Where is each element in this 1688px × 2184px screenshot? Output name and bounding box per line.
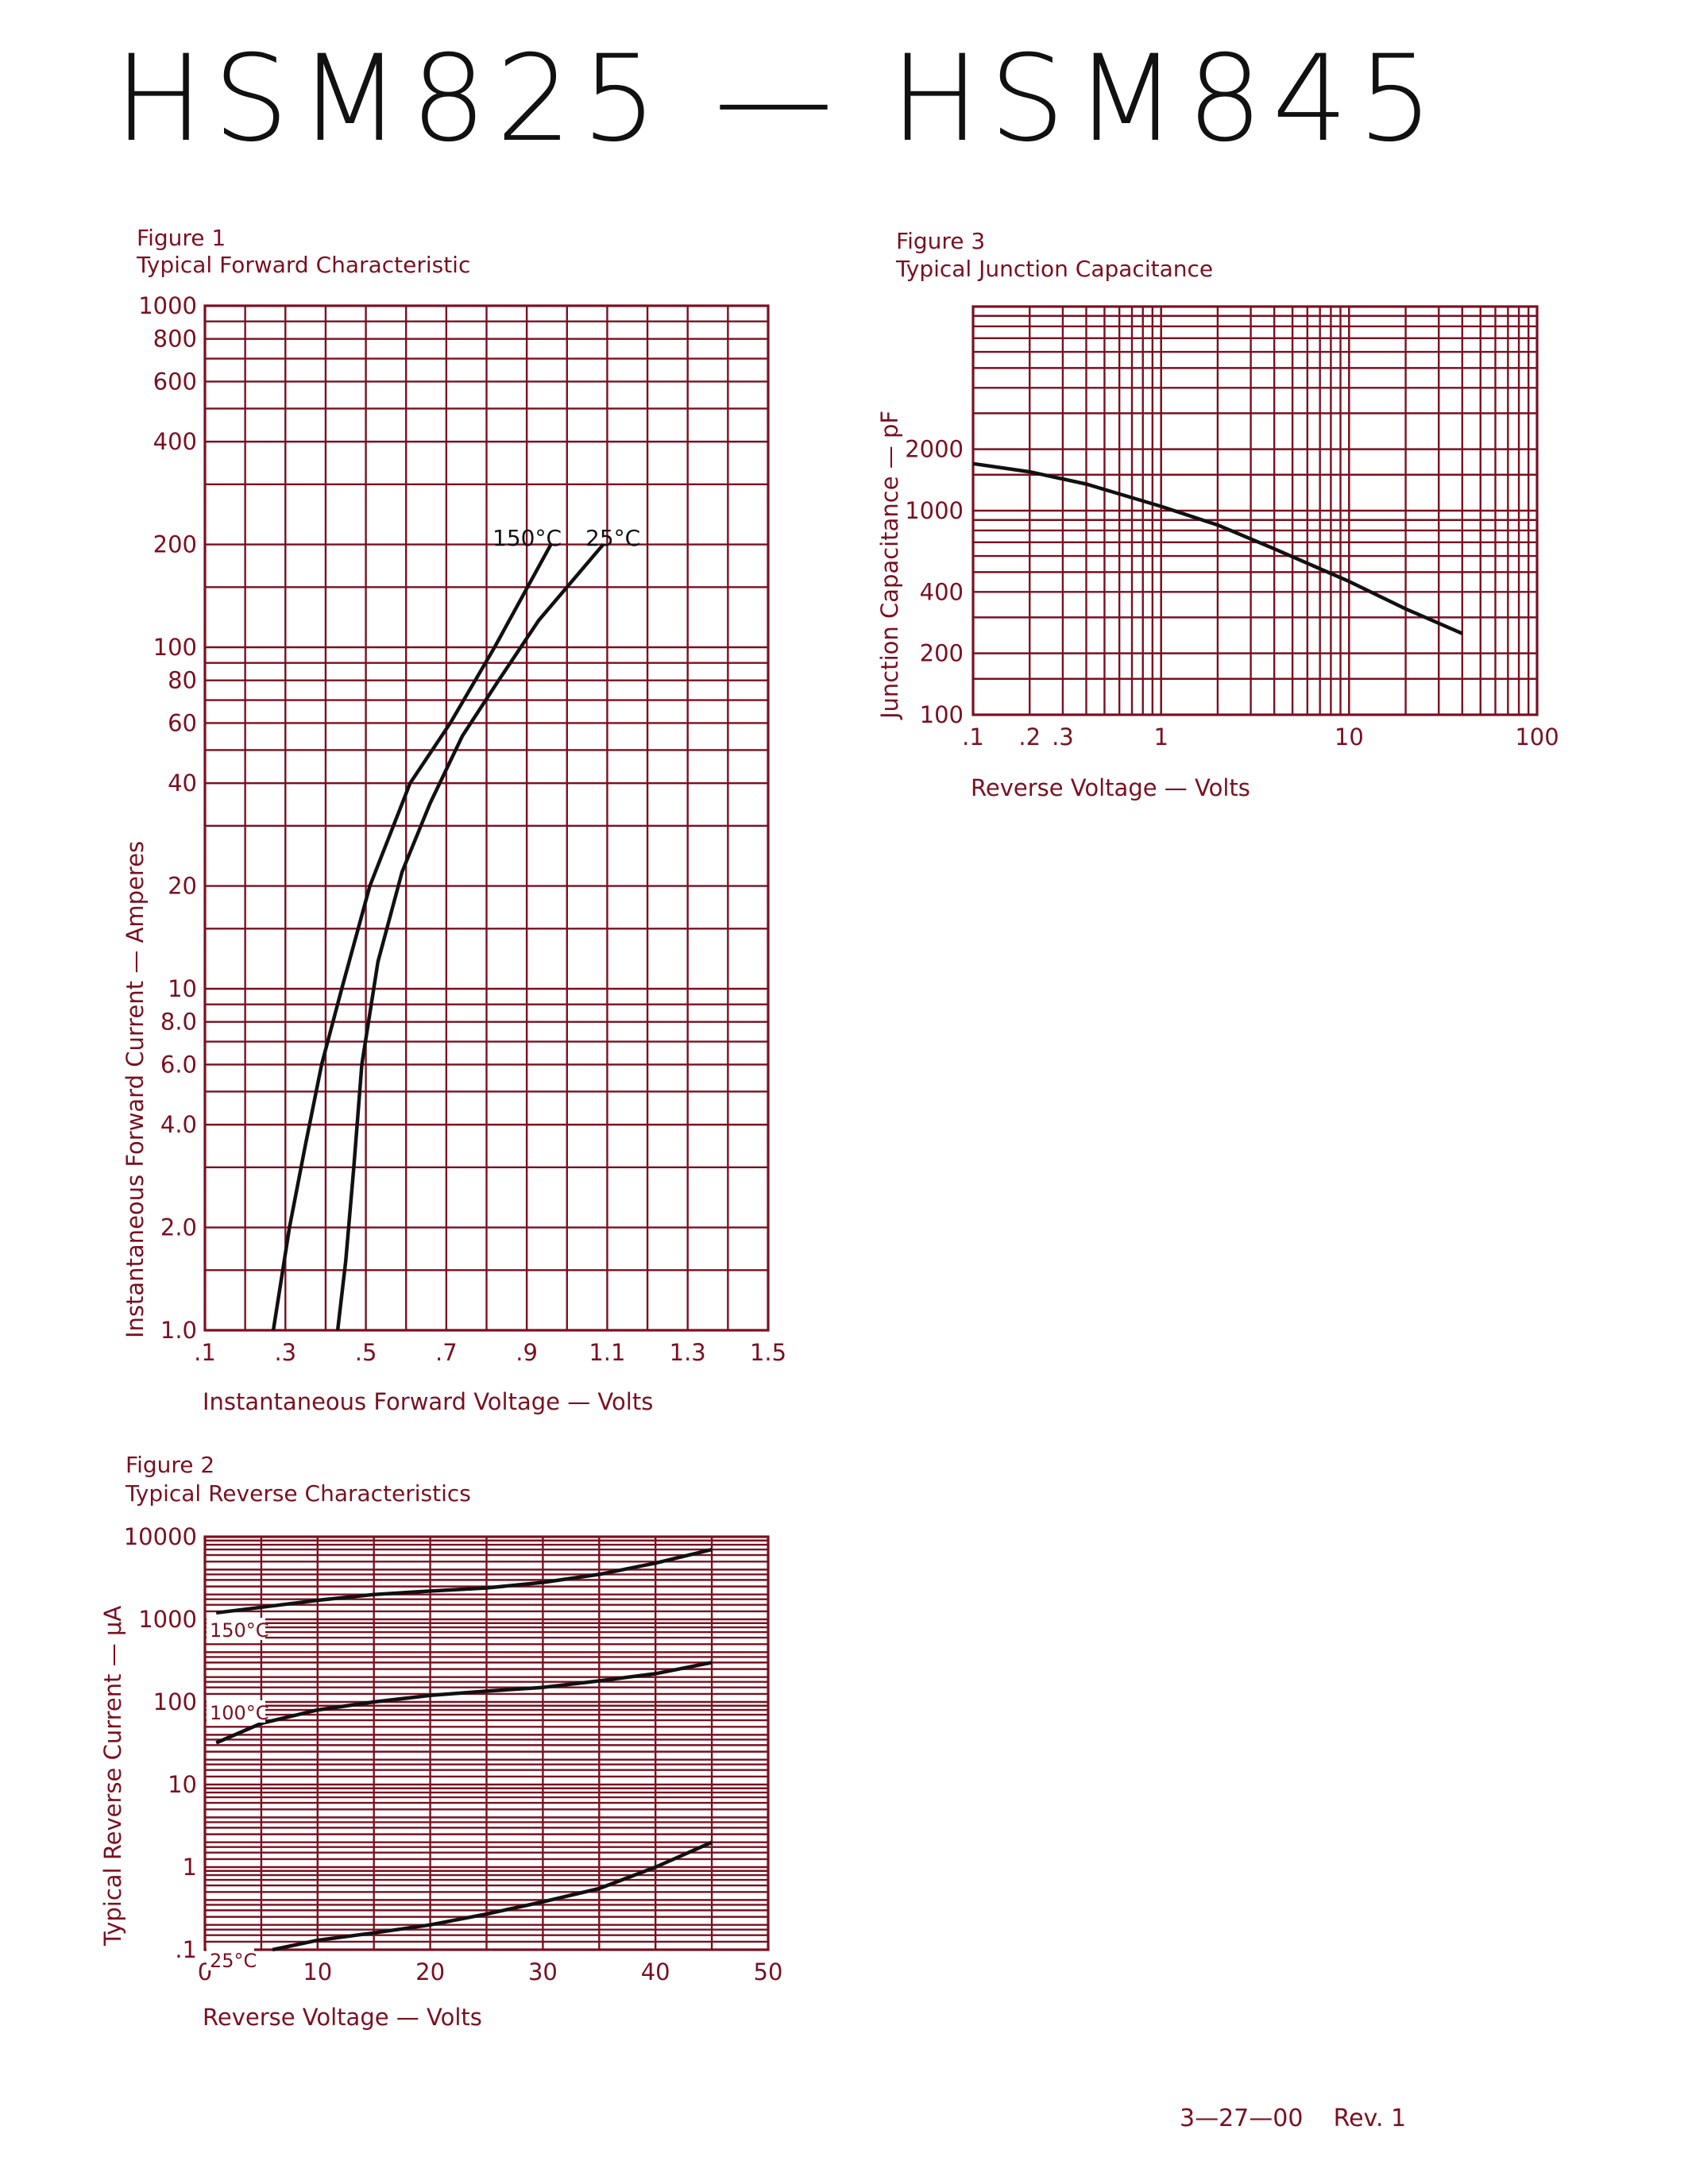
y-tick-label: 2.0 [160,1214,197,1241]
y-tick-label: 100 [153,634,197,661]
x-tick-label: .5 [355,1339,377,1366]
figure-3-y-axis-label: Junction Capacitance — pF [876,411,903,720]
series-line [972,461,1463,635]
figure-2-reverse-characteristics: Figure 2 Typical Reverse Characteristics… [99,1452,782,2031]
y-tick-label: 400 [153,428,197,455]
x-tick-label: .1 [194,1339,216,1366]
y-tick-label: 400 [920,578,964,605]
series-label: 100°C [210,1702,269,1724]
x-tick-label: 1.1 [589,1339,625,1366]
x-tick-label: .2 [1018,723,1041,751]
y-tick-label: 800 [153,326,197,353]
y-tick-label: 1 [183,1854,197,1881]
y-tick-label: 60 [168,709,197,736]
y-tick-label: 1000 [905,497,964,524]
figure-3-title: Typical Junction Capacitance [895,256,1213,282]
figure-1-y-axis-label: Instantaneous Forward Current — Amperes [122,841,149,1338]
y-tick-label: .1 [175,1936,197,1963]
figure-1-grid [203,304,770,1332]
figure-1-curves [271,543,605,1331]
figure-1-x-axis-label: Instantaneous Forward Voltage — Volts [203,1388,653,1415]
x-tick-label: .1 [962,723,984,751]
y-tick-label: 80 [168,667,197,694]
series-line [215,1547,713,1615]
y-tick-label: 6.0 [160,1051,197,1078]
y-tick-label: 8.0 [160,1009,197,1036]
x-tick-label: 1.5 [750,1339,786,1366]
y-tick-label: 200 [920,640,964,667]
y-tick-label: 1000 [138,292,197,319]
x-tick-label: .9 [516,1339,538,1366]
figure-2-y-axis-label: Typical Reverse Current — μA [99,1606,126,1947]
figure-3-grid [971,305,1539,716]
y-tick-label: 100 [920,701,964,728]
figure-1-forward-characteristic: Figure 1 Typical Forward Characteristic … [122,225,786,1415]
series-line [272,1840,713,1952]
x-tick-label: .7 [435,1339,458,1366]
figure-3-label: Figure 3 [896,228,985,254]
y-tick-label: 1.0 [160,1317,197,1344]
y-tick-label: 2000 [905,436,964,463]
figure-2-label: Figure 2 [126,1452,214,1478]
figure-3-x-ticks: .1 .2 .3 1 10 100 [962,723,1559,751]
x-tick-label: .3 [274,1339,296,1366]
y-tick-label: 10 [168,975,197,1002]
figure-2-curves [215,1547,713,1952]
series-label-bg [207,1948,254,1970]
x-tick-label: 10 [303,1958,332,1985]
plot-frame [203,1535,770,1951]
figure-2-series-labels: 150°C 100°C 25°C [207,1618,269,1972]
figure-3-junction-capacitance: Figure 3 Typical Junction Capacitance 10… [876,228,1559,801]
x-tick-label: 1.3 [670,1339,706,1366]
plot-frame [203,304,770,1332]
x-tick-label: 10 [1335,723,1364,751]
y-tick-label: 4.0 [160,1111,197,1138]
figure-3-x-axis-label: Reverse Voltage — Volts [971,774,1250,801]
y-tick-label: 600 [153,368,197,395]
plot-frame [971,305,1539,716]
y-tick-label: 1000 [138,1606,197,1633]
revision-label: 3—27—00 Rev. 1 [1180,2105,1407,2132]
x-tick-label: 40 [641,1958,670,1985]
figure-1-x-ticks: .1 .3 .5 .7 .9 1.1 1.3 1.5 [194,1339,786,1366]
figure-1-label: Figure 1 [137,225,226,251]
figure-3-y-ticks: 100 200 400 1000 2000 [905,436,964,728]
page-title: HSM825 — HSM845 [114,30,1443,168]
x-tick-label: 20 [415,1958,445,1985]
x-tick-label: 100 [1515,723,1559,751]
figure-2-title: Typical Reverse Characteristics [125,1480,471,1507]
y-tick-label: 20 [168,873,197,900]
series-label-bg [207,1700,265,1723]
y-tick-label: 10 [168,1771,197,1798]
figure-2-x-ticks: 0 10 20 30 40 50 [198,1958,783,1985]
series-line [215,1661,713,1745]
fig1-series-label-25c: 25°C [585,525,640,551]
series-line [335,543,605,1331]
x-tick-label: 1 [1153,723,1168,751]
y-tick-label: 10000 [124,1523,197,1550]
figure-2-grid [203,1535,770,1951]
x-tick-label: 30 [528,1958,558,1985]
series-line [271,543,553,1331]
series-label-bg [207,1618,265,1640]
figure-3-curves [972,461,1463,635]
x-tick-label: .3 [1052,723,1074,751]
x-tick-label: 50 [754,1958,783,1985]
fig1-series-label-150c: 150°C [492,525,562,551]
y-tick-label: 200 [153,531,197,558]
y-tick-label: 100 [153,1688,197,1715]
y-tick-label: 40 [168,770,197,797]
figure-2-y-ticks: .1 1 10 100 1000 10000 [124,1523,197,1963]
figure-1-y-ticks: 1.0 2.0 4.0 6.0 8.0 10 20 40 60 80 100 200 400 600 800… [138,292,197,1344]
figure-1-title: Typical Forward Characteristic [136,252,470,278]
series-label: 25°C [210,1950,257,1972]
series-label: 150°C [210,1619,269,1642]
figure-2-x-axis-label: Reverse Voltage — Volts [203,2004,482,2031]
